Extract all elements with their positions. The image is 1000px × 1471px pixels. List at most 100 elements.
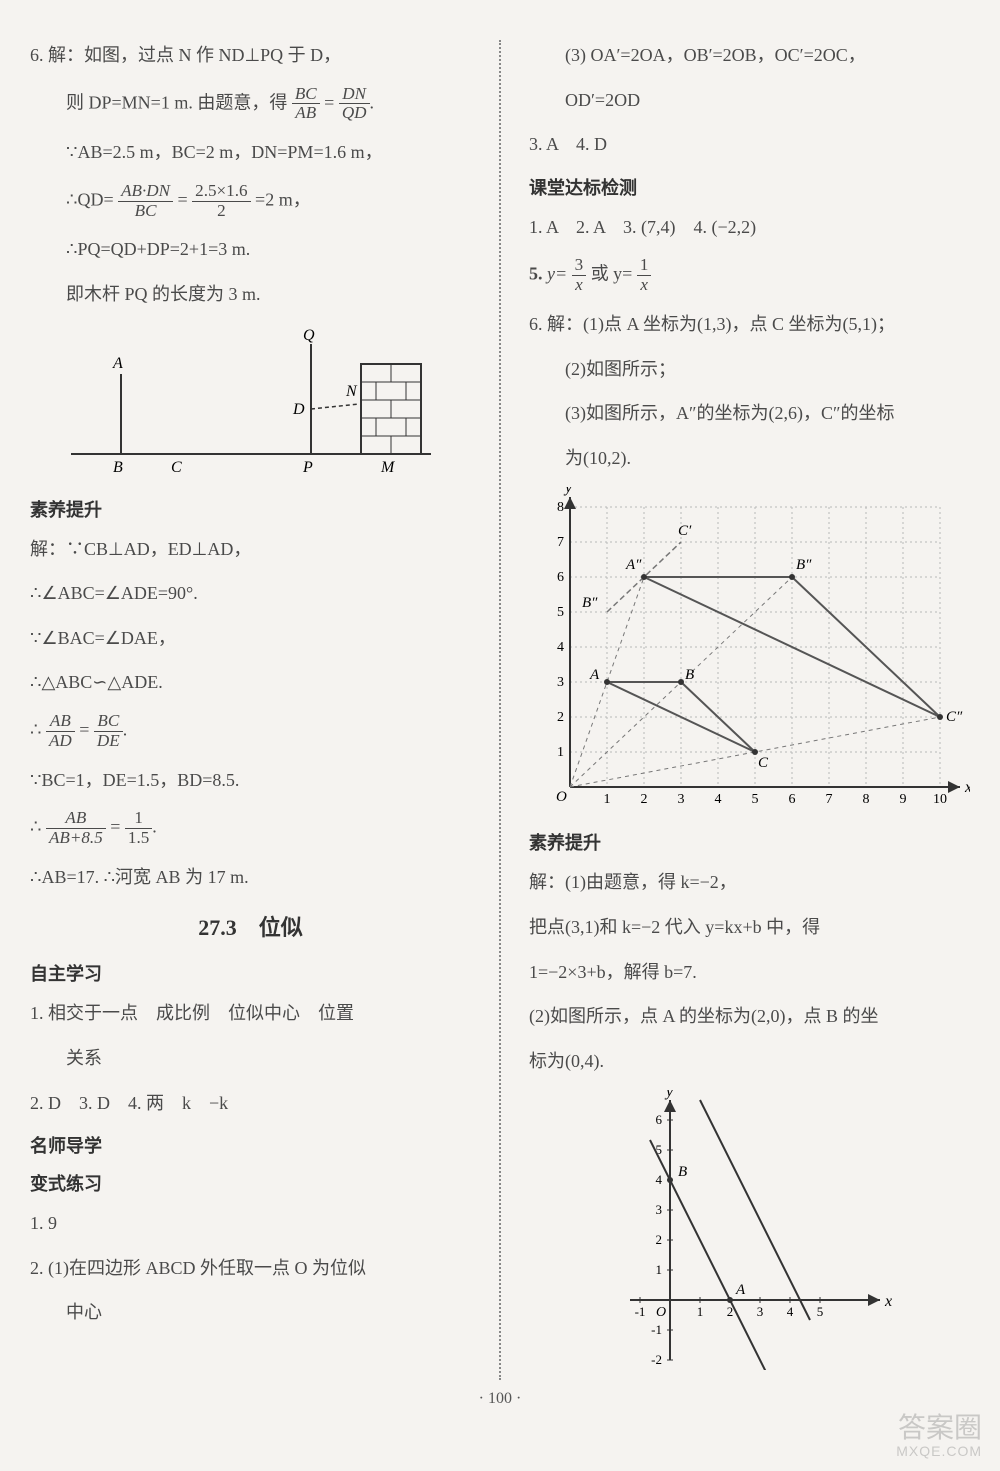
svg-text:3: 3: [756, 1304, 763, 1319]
sy2-l4b: 标为(0,4).: [529, 1046, 970, 1077]
svg-text:A: A: [589, 667, 600, 683]
sy-l8: ∴AB=17. ∴河宽 AB 为 17 m.: [30, 862, 471, 893]
watermark: 答案圈 MXQE.COM: [896, 1413, 982, 1459]
svg-text:y: y: [664, 1090, 674, 1100]
svg-text:4: 4: [655, 1172, 662, 1187]
svg-text:6: 6: [655, 1112, 662, 1127]
sy-l2: ∴∠ABC=∠ADE=90°.: [30, 578, 471, 609]
sy2-l3: 1=−2×3+b，解得 b=7.: [529, 957, 970, 988]
kt-l3: 6. 解：(1)点 A 坐标为(1,3)，点 C 坐标为(5,1)；: [529, 309, 970, 340]
bs-l2b: 中心: [30, 1297, 471, 1328]
svg-text:N: N: [345, 383, 358, 400]
svg-text:5: 5: [751, 792, 758, 807]
section-mingshi: 名师导学: [30, 1132, 471, 1158]
q6-line3: ∴QD= AB·DNBC = 2.5×1.62 =2 m，: [30, 182, 471, 221]
zz-l1b: 关系: [30, 1043, 471, 1074]
kt-l2: 5. y= 3x 或 y= 1x: [529, 256, 970, 295]
q6-line2: ∵AB=2.5 m，BC=2 m，DN=PM=1.6 m，: [30, 137, 471, 168]
svg-text:3: 3: [557, 675, 564, 690]
column-divider: [499, 40, 501, 1380]
kt-l5b: 为(10,2).: [529, 443, 970, 474]
q6-line4: ∴PQ=QD+DP=2+1=3 m.: [30, 234, 471, 265]
section-zizhu: 自主学习: [30, 960, 471, 986]
top-l2: OD′=2OD: [529, 85, 970, 116]
svg-text:9: 9: [899, 792, 906, 807]
sy2-l1: 解：(1)由题意，得 k=−2，: [529, 867, 970, 898]
q6-line5: 即木杆 PQ 的长度为 3 m.: [30, 279, 471, 310]
svg-text:Q: Q: [303, 327, 315, 344]
svg-text:6: 6: [557, 570, 564, 585]
svg-text:O: O: [656, 1305, 666, 1320]
svg-text:3: 3: [677, 792, 684, 807]
zz-l2: 2. D 3. D 4. 两 k −k: [30, 1088, 471, 1119]
sy-l7: ∴ ABAB+8.5 = 11.5.: [30, 809, 471, 848]
svg-text:1: 1: [655, 1262, 662, 1277]
sy-l3: ∵∠BAC=∠DAE，: [30, 623, 471, 654]
q6-header: 6. 解：如图，过点 N 作 ND⊥PQ 于 D，: [30, 40, 471, 71]
svg-text:-1: -1: [634, 1304, 645, 1319]
svg-text:7: 7: [825, 792, 832, 807]
svg-text:3: 3: [655, 1202, 662, 1217]
svg-text:M: M: [380, 459, 396, 476]
sy-l6: ∵BC=1，DE=1.5，BD=8.5.: [30, 765, 471, 796]
sy2-l4: (2)如图所示，点 A 的坐标为(2,0)，点 B 的坐: [529, 1001, 970, 1032]
left-column: 6. 解：如图，过点 N 作 ND⊥PQ 于 D， 则 DP=MN=1 m. 由…: [30, 40, 471, 1380]
svg-text:5: 5: [557, 605, 564, 620]
figure-line-graph: x y O -112 345 123: [600, 1090, 900, 1370]
svg-text:2: 2: [655, 1232, 662, 1247]
svg-text:8: 8: [862, 792, 869, 807]
svg-text:B: B: [678, 1164, 687, 1180]
kt-l1: 1. A 2. A 3. (7,4) 4. (−2,2): [529, 212, 970, 243]
svg-text:1: 1: [603, 792, 610, 807]
right-column: (3) OA′=2OA，OB′=2OB，OC′=2OC， OD′=2OD 3. …: [529, 40, 970, 1380]
top-l1: (3) OA′=2OA，OB′=2OB，OC′=2OC，: [529, 40, 970, 71]
page-number: · 100 ·: [30, 1390, 970, 1408]
svg-text:P: P: [302, 459, 313, 476]
chapter-title: 27.3 位似: [30, 910, 471, 942]
svg-text:B″: B″: [582, 595, 598, 611]
svg-text:B: B: [113, 459, 123, 476]
svg-text:4: 4: [557, 640, 564, 655]
figure-coordinate-grid: x y O 123 456 789 10 123 456 78: [530, 487, 970, 817]
bs-l1: 1. 9: [30, 1208, 471, 1239]
svg-text:D: D: [292, 401, 305, 418]
sy-l5: ∴ ABAD = BCDE.: [30, 712, 471, 751]
kt-l4: (2)如图所示；: [529, 354, 970, 385]
sy-l4: ∴△ABC∽△ADE.: [30, 667, 471, 698]
svg-text:4: 4: [786, 1304, 793, 1319]
figure-geometry-1: A B C Q P D N M: [61, 324, 441, 484]
svg-text:2: 2: [640, 792, 647, 807]
kt-l5: (3)如图所示，A″的坐标为(2,6)，C″的坐标: [529, 398, 970, 429]
svg-text:x: x: [964, 779, 970, 796]
svg-text:C″: C″: [946, 709, 963, 725]
sy2-l2: 把点(3,1)和 k=−2 代入 y=kx+b 中，得: [529, 912, 970, 943]
q6-line1: 则 DP=MN=1 m. 由题意，得 BCAB = DNQD.: [30, 85, 471, 124]
svg-text:y: y: [563, 487, 573, 496]
svg-text:-1: -1: [651, 1322, 662, 1337]
svg-text:4: 4: [714, 792, 721, 807]
svg-text:-2: -2: [651, 1352, 662, 1367]
bs-l2: 2. (1)在四边形 ABCD 外任取一点 O 为位似: [30, 1253, 471, 1284]
svg-text:O: O: [556, 789, 567, 805]
svg-text:C: C: [171, 459, 182, 476]
section-bianshi: 变式练习: [30, 1170, 471, 1196]
svg-text:x: x: [884, 1293, 892, 1310]
svg-text:B″: B″: [796, 557, 812, 573]
svg-text:8: 8: [557, 500, 564, 515]
svg-text:A: A: [735, 1282, 746, 1298]
zz-l1: 1. 相交于一点 成比例 位似中心 位置: [30, 998, 471, 1029]
top-l3: 3. A 4. D: [529, 129, 970, 160]
svg-text:A″: A″: [625, 557, 642, 573]
svg-text:5: 5: [816, 1304, 823, 1319]
svg-text:B: B: [685, 667, 694, 683]
svg-text:C′: C′: [678, 523, 692, 539]
svg-text:6: 6: [788, 792, 795, 807]
section-suyang-1: 素养提升: [30, 496, 471, 522]
svg-text:1: 1: [696, 1304, 703, 1319]
svg-text:7: 7: [557, 535, 564, 550]
svg-text:2: 2: [557, 710, 564, 725]
svg-text:10: 10: [933, 792, 947, 807]
svg-text:C: C: [758, 755, 769, 771]
sy-l1: 解：∵CB⊥AD，ED⊥AD，: [30, 534, 471, 565]
section-ketang: 课堂达标检测: [529, 174, 970, 200]
